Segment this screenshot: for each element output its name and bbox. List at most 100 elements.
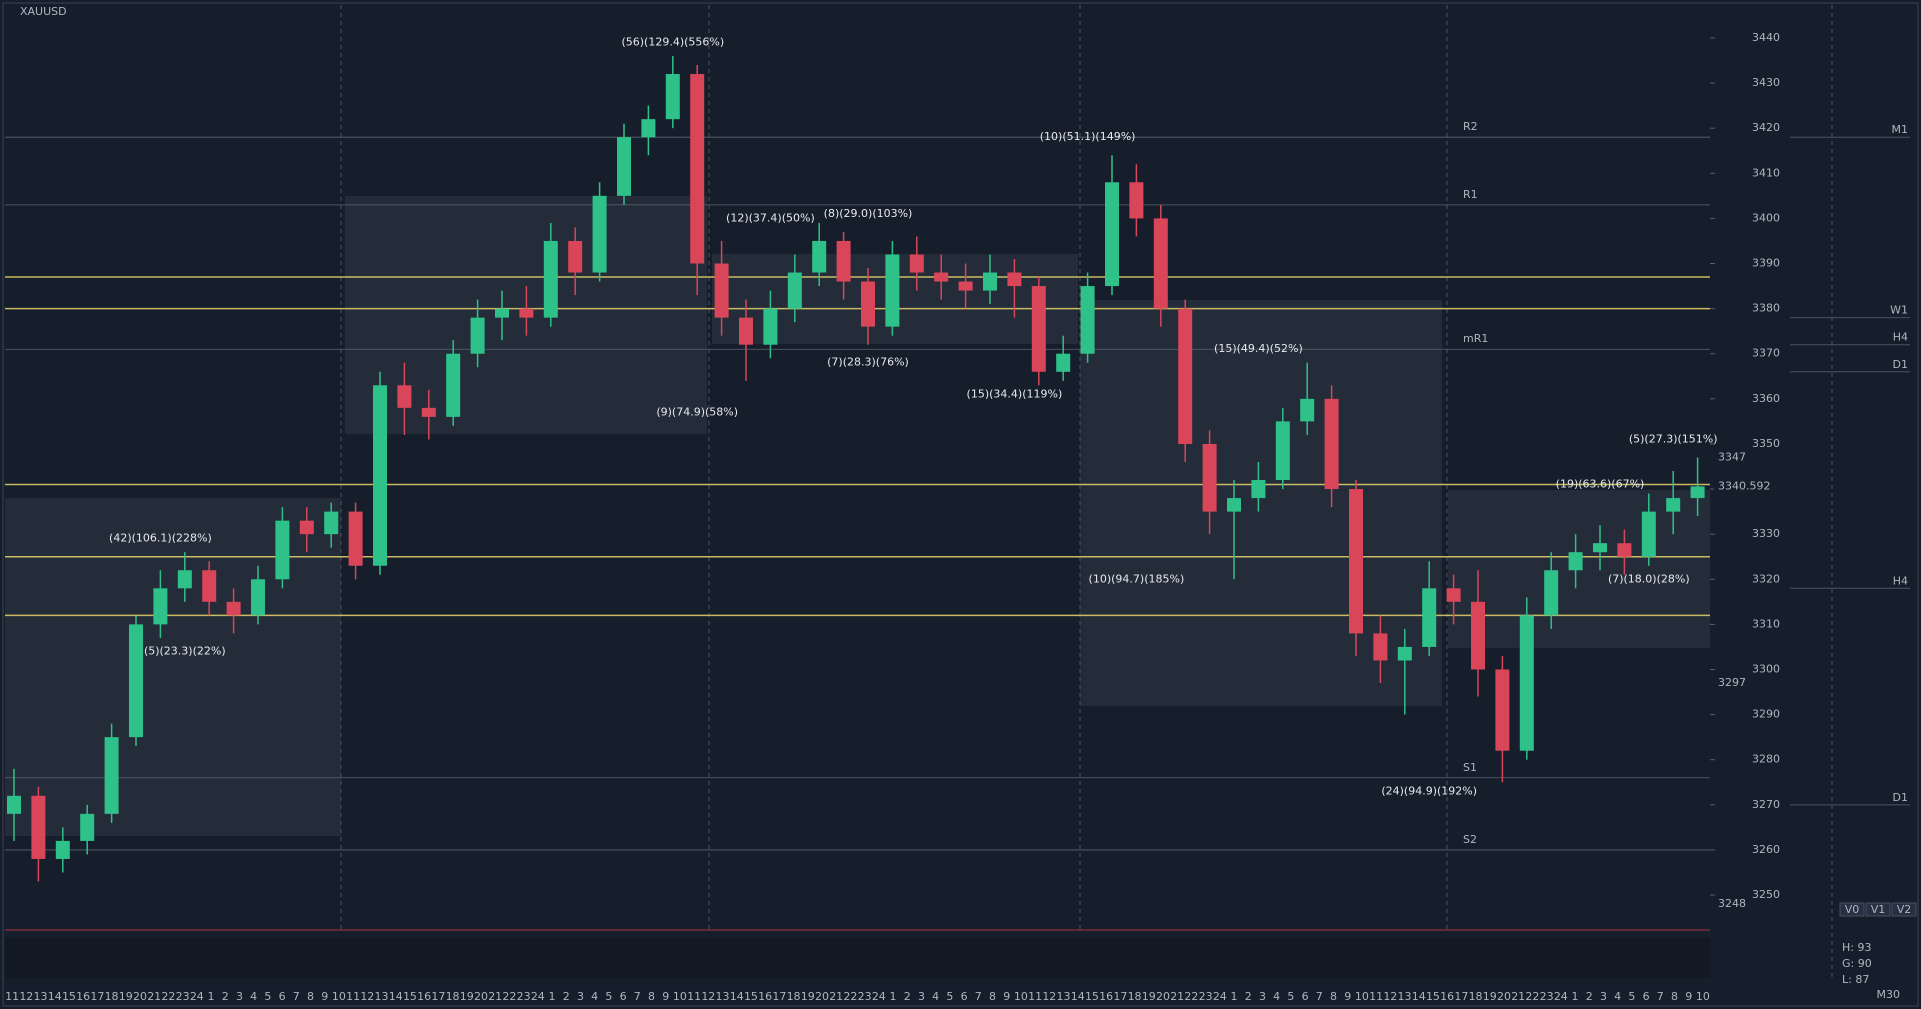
x-tick-label: 8 xyxy=(648,990,655,1003)
x-tick-label: 6 xyxy=(1302,990,1309,1003)
x-tick-label: 8 xyxy=(307,990,314,1003)
x-tick-label: 16 xyxy=(758,990,772,1003)
candle-body xyxy=(397,385,412,408)
x-tick-label: 17 xyxy=(431,990,445,1003)
x-tick-label: 15 xyxy=(403,990,417,1003)
x-tick-label: 2 xyxy=(222,990,229,1003)
x-tick-label: 21 xyxy=(488,990,502,1003)
candle-body xyxy=(812,240,827,273)
x-tick-label: 20 xyxy=(815,990,829,1003)
x-tick-label: 23 xyxy=(517,990,531,1003)
annotation: (10)(94.7)(185%) xyxy=(1089,572,1185,585)
x-tick-label: 17 xyxy=(1454,990,1468,1003)
candle-body xyxy=(495,308,509,318)
candle-body xyxy=(568,240,583,273)
button[interactable] xyxy=(1865,902,1891,917)
x-tick-label: 8 xyxy=(1671,990,1678,1003)
x-tick-label: 16 xyxy=(76,990,90,1003)
candle-body xyxy=(1056,353,1071,372)
x-tick-label: 12 xyxy=(1042,990,1056,1003)
readout: G: 90 xyxy=(1842,957,1872,970)
x-tick-label: 16 xyxy=(1099,990,1113,1003)
candle-body xyxy=(324,511,339,535)
candle-body xyxy=(763,308,778,345)
candle-body xyxy=(885,254,900,327)
x-tick-label: 19 xyxy=(1142,990,1156,1003)
annotation: (24)(94.9)(192%) xyxy=(1381,784,1477,797)
candle-body xyxy=(714,263,729,318)
current-price: 3340.592 xyxy=(1718,479,1771,492)
candle-body xyxy=(275,520,290,580)
candle-body xyxy=(909,254,924,273)
candle-body xyxy=(1227,498,1241,512)
x-tick-label: 19 xyxy=(801,990,815,1003)
x-tick-label: 16 xyxy=(1440,990,1454,1003)
x-tick-label: 18 xyxy=(446,990,460,1003)
x-tick-label: 5 xyxy=(1628,990,1635,1003)
candle-body xyxy=(202,570,217,602)
y-tick-label: 3320 xyxy=(1752,572,1780,585)
oscillator-pane xyxy=(5,938,1710,978)
candle-body xyxy=(55,840,70,859)
candle-body xyxy=(592,195,607,273)
button-label[interactable]: V2 xyxy=(1897,903,1912,916)
x-tick-label: 5 xyxy=(264,990,271,1003)
button[interactable] xyxy=(1891,902,1917,917)
candle-body xyxy=(1275,421,1290,481)
x-tick-label: 2 xyxy=(563,990,570,1003)
button-label[interactable]: V0 xyxy=(1845,903,1860,916)
x-tick-label: 9 xyxy=(321,990,328,1003)
x-tick-label: 1 xyxy=(208,990,215,1003)
candle-body xyxy=(1373,633,1388,661)
x-tick-label: 10 xyxy=(1355,990,1369,1003)
y-tick-label: 3250 xyxy=(1752,888,1780,901)
x-tick-label: 16 xyxy=(417,990,431,1003)
x-tick-label: 9 xyxy=(662,990,669,1003)
x-tick-label: 22 xyxy=(1525,990,1539,1003)
y-tick-label: 3440 xyxy=(1752,31,1780,44)
x-tick-label: 6 xyxy=(1643,990,1650,1003)
x-tick-label: 7 xyxy=(293,990,300,1003)
readout: H: 93 xyxy=(1842,941,1871,954)
x-tick-label: 21 xyxy=(1511,990,1525,1003)
x-tick-label: 14 xyxy=(1071,990,1085,1003)
x-tick-label: 18 xyxy=(787,990,801,1003)
candle-body xyxy=(1129,182,1144,219)
candle-body xyxy=(299,520,314,535)
candle-body xyxy=(446,353,461,417)
button-label[interactable]: V1 xyxy=(1871,903,1886,916)
annotation: (5)(27.3)(151%) xyxy=(1629,432,1718,445)
candle-body xyxy=(1666,498,1681,512)
candle-body xyxy=(1105,182,1119,287)
x-tick-label: 18 xyxy=(105,990,119,1003)
x-tick-label: 2 xyxy=(1245,990,1252,1003)
x-tick-label: 24 xyxy=(1213,990,1227,1003)
x-tick-label: 20 xyxy=(1497,990,1511,1003)
side-label: W1 xyxy=(1890,304,1908,317)
button[interactable] xyxy=(1839,902,1865,917)
y-tick-label: 3310 xyxy=(1752,617,1780,630)
x-tick-label: 19 xyxy=(1483,990,1497,1003)
candle-body xyxy=(1617,543,1632,557)
x-tick-label: 12 xyxy=(360,990,374,1003)
candle-body xyxy=(1031,286,1046,372)
x-tick-label: 6 xyxy=(961,990,968,1003)
annotation: (7)(18.0)(28%) xyxy=(1608,572,1690,585)
x-tick-label: 22 xyxy=(161,990,175,1003)
candle-body xyxy=(153,588,168,625)
marker-price: 3248 xyxy=(1718,897,1746,910)
x-tick-label: 6 xyxy=(620,990,627,1003)
x-tick-label: 11 xyxy=(1028,990,1042,1003)
y-tick-label: 3350 xyxy=(1752,437,1780,450)
x-tick-label: 23 xyxy=(176,990,190,1003)
x-tick-label: 20 xyxy=(1156,990,1170,1003)
x-tick-label: 17 xyxy=(1113,990,1127,1003)
annotation: (15)(49.4)(52%) xyxy=(1214,342,1303,355)
candle-body xyxy=(1080,286,1095,354)
y-tick-label: 3370 xyxy=(1752,347,1780,360)
candle-body xyxy=(104,737,119,814)
candle-body xyxy=(617,137,631,196)
value-area xyxy=(5,498,341,836)
y-tick-label: 3330 xyxy=(1752,527,1780,540)
x-tick-label: 17 xyxy=(90,990,104,1003)
